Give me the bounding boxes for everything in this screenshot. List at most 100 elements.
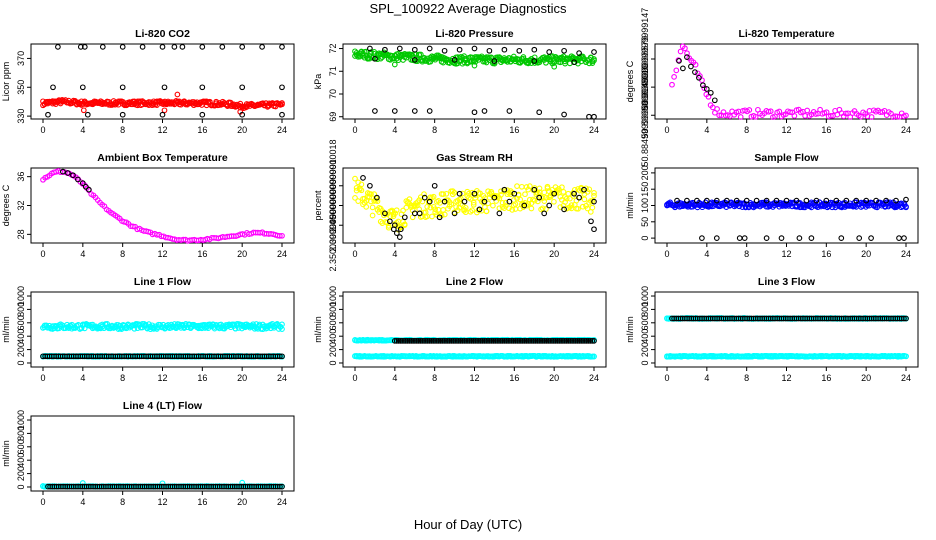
data-point — [219, 44, 226, 50]
y-tick-label: 36 — [16, 172, 26, 182]
x-tick-label: 20 — [237, 249, 247, 259]
y-tick-label: 0 — [16, 360, 26, 365]
data-point — [903, 196, 909, 203]
data-point — [588, 218, 594, 225]
data-point — [472, 338, 479, 344]
data-point — [432, 206, 439, 213]
data-point — [716, 112, 723, 119]
x-tick-label: 4 — [80, 125, 85, 135]
data-point — [452, 338, 458, 344]
data-point — [804, 107, 811, 114]
x-tick-label: 8 — [432, 249, 437, 259]
data-point — [499, 200, 506, 206]
data-point — [130, 223, 136, 230]
data-point — [391, 61, 398, 68]
data-point — [514, 338, 521, 344]
data-point — [496, 210, 503, 217]
data-point — [544, 185, 551, 191]
data-point — [894, 113, 901, 120]
data-point — [437, 338, 444, 344]
data-point — [367, 182, 373, 189]
x-tick-label: 12 — [469, 373, 479, 383]
data-point — [522, 191, 528, 198]
data-point — [692, 61, 699, 68]
data-point — [736, 235, 743, 241]
panel-title: Li-820 Temperature — [738, 28, 834, 40]
x-tick-label: 4 — [392, 249, 397, 259]
data-point — [474, 338, 480, 344]
y-tick-label: 400 — [640, 329, 650, 344]
data-point — [517, 196, 524, 203]
data-point — [426, 338, 433, 344]
y-axis-label: degrees C — [1, 184, 11, 226]
data-point — [778, 235, 785, 241]
data-point — [546, 49, 553, 55]
data-point — [276, 353, 283, 360]
data-point — [585, 338, 592, 344]
data-point — [572, 338, 579, 344]
data-point — [393, 338, 400, 344]
data-point — [455, 338, 462, 344]
data-point — [901, 235, 907, 241]
y-tick-label: 2.35000000000000009 — [328, 179, 338, 272]
data-point — [581, 196, 588, 203]
data-point — [393, 230, 400, 236]
data-point — [446, 338, 453, 344]
x-tick-label: 16 — [821, 373, 831, 383]
x-tick-label: 12 — [157, 497, 167, 507]
data-point — [119, 84, 126, 91]
data-point — [468, 338, 475, 344]
y-tick-label: 200 — [16, 466, 26, 481]
data-point — [139, 44, 146, 50]
data-point — [506, 198, 513, 205]
data-point — [396, 45, 403, 52]
data-point — [591, 338, 597, 344]
data-point — [579, 203, 586, 210]
data-point — [392, 210, 398, 217]
data-point — [576, 194, 582, 201]
panel-title: Line 1 Flow — [134, 276, 192, 288]
x-tick-label: 8 — [432, 373, 437, 383]
data-point — [374, 198, 381, 205]
data-point — [395, 338, 402, 344]
x-tick-label: 8 — [744, 373, 749, 383]
data-point — [498, 191, 504, 198]
y-tick-label: 1000 — [640, 286, 650, 306]
data-point — [560, 189, 567, 195]
data-point — [843, 197, 850, 204]
data-point — [387, 218, 393, 225]
data-point — [491, 58, 498, 64]
y-axis-label: Licor ppm — [1, 62, 11, 102]
data-point — [561, 206, 567, 213]
data-point — [423, 338, 429, 344]
data-point — [466, 190, 472, 197]
data-point — [713, 235, 720, 241]
data-point — [372, 108, 378, 114]
panel-title: Gas Stream RH — [436, 152, 512, 164]
data-point — [401, 214, 408, 221]
data-point — [481, 198, 488, 205]
data-point — [432, 338, 438, 344]
data-point — [700, 82, 706, 89]
data-point — [723, 197, 730, 204]
data-point — [536, 59, 543, 66]
x-tick-label: 12 — [469, 249, 479, 259]
data-point — [374, 194, 380, 201]
data-point — [868, 114, 875, 120]
data-point — [752, 113, 759, 120]
data-point — [591, 192, 597, 199]
data-point — [372, 55, 378, 62]
data-point — [676, 58, 682, 64]
y-tick-label: 800 — [328, 302, 338, 317]
data-point — [568, 202, 575, 208]
data-point — [439, 338, 446, 344]
series-black — [360, 175, 597, 240]
data-point — [828, 112, 834, 119]
y-tick-label: 0 — [640, 360, 650, 365]
data-point — [368, 191, 374, 197]
x-tick-label: 4 — [80, 373, 85, 383]
x-tick-label: 20 — [237, 373, 247, 383]
data-point — [578, 338, 585, 344]
data-point — [534, 338, 541, 344]
data-point — [539, 338, 546, 344]
